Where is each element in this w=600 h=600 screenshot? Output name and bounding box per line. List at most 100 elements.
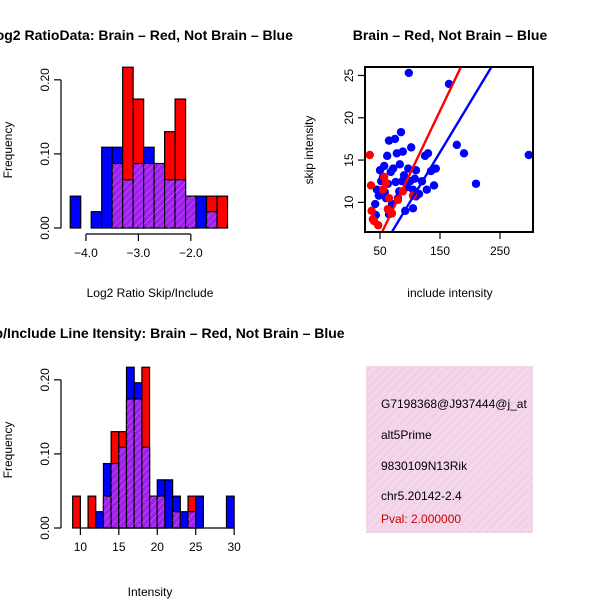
bar-not-brain-2 [90,211,103,229]
bar-overlap-hatch-5 [122,179,134,228]
x-tick-label-1: −3.0 [127,246,151,260]
y-tick-label-2: 0.20 [38,68,52,92]
intensity-histogram-axes: 10 15 20 25 30 0.00 0.10 0.20 [38,368,241,554]
intensity-histogram-bars [72,366,235,529]
info-gene-name: 9830109N13Rik [381,459,468,473]
info-probe-id: G7198368@J937444@j_at [381,397,527,411]
bar-overlap-hatch-7 [143,163,155,228]
scatter-ylabel: skip intensity [302,116,316,185]
info-panel-hatching [366,366,533,533]
point-brain-1 [366,181,376,190]
x-tick-label-2: −2.0 [179,246,203,260]
ratio-histogram-axes: −4.0 −3.0 −2.0 0.00 0.10 0.20 [38,68,203,260]
point-not-brain-49 [471,179,481,188]
bar-overlap-hatch-4 [103,496,112,528]
point-brain-5 [374,221,383,230]
point-not-brain-20 [391,177,400,187]
bar-not-brain-16 [195,495,204,529]
point-brain-0 [365,150,374,160]
point-brain-10 [384,193,394,203]
ratio-histogram-panel: Log2 RatioData: Brain – Red, Not Brain –… [0,27,293,300]
bar-not-brain-3 [95,511,105,529]
point-not-brain-25 [396,127,406,137]
ratio-histogram-xlabel: Log2 Ratio Skip/Include [87,286,214,300]
y-tick-label-2: 0.20 [38,368,52,392]
bar-overlap-hatch-15 [188,511,196,528]
y-tick-label-1: 0.10 [38,442,52,466]
bar-overlap-hatch-9 [164,179,176,228]
point-brain-8 [381,178,391,188]
point-not-brain-27 [398,147,407,156]
bar-not-brain-3 [101,146,113,229]
bar-overlap-hatch-7 [126,399,135,528]
scatter-xlabel: include intensity [407,286,492,300]
fit-line-brain [380,67,463,232]
bar-brain-14 [216,195,229,229]
bar-overlap-hatch-13 [172,511,181,528]
point-not-brain-43 [423,149,433,158]
scatter-x-tick-label-2: 250 [490,244,510,258]
scatter-x-tick-label-0: 50 [373,244,387,258]
point-not-brain-19 [390,134,400,144]
intensity-histogram-panel: Exon Skip/Include Line Itensity: Brain –… [0,325,345,599]
x-tick-label-2: 20 [151,540,165,554]
bar-overlap-hatch-8 [134,399,142,528]
bar-overlap-hatch-6 [133,163,144,228]
scatter-axes: 50 150 250 10 15 20 25 [342,68,510,258]
bar-overlap-hatch-6 [118,447,127,528]
intensity-histogram-ylabel: Frequency [1,422,15,479]
scatter-y-tick-label-3: 25 [342,68,356,82]
bar-not-brain-12 [164,479,174,529]
scatter-title: Brain – Red, Not Brain – Blue [353,27,548,43]
scatter-y-tick-label-1: 15 [342,153,356,167]
bar-overlap-hatch-10 [175,179,186,228]
bar-not-brain-12 [195,195,208,229]
x-tick-label-0: 10 [74,540,88,554]
point-not-brain-2 [371,199,380,209]
point-not-brain-35 [408,204,418,213]
intensity-histogram-xlabel: Intensity [128,585,173,599]
scatter-y-tick-label-0: 10 [342,195,356,209]
point-not-brain-36 [410,174,419,183]
x-tick-label-4: 30 [227,540,241,554]
point-not-brain-50 [524,150,533,160]
bar-not-brain-0 [69,195,82,229]
bar-not-brain-20 [225,495,235,529]
scatter-x-tick-label-1: 150 [430,244,450,258]
point-not-brain-48 [459,149,469,158]
bar-overlap-hatch-5 [111,463,119,528]
point-not-brain-33 [407,143,416,152]
scatter-plot-area [365,67,533,232]
scatter-y-tick-label-2: 20 [342,111,356,125]
point-not-brain-24 [395,160,404,169]
bar-overlap-hatch-4 [112,163,123,228]
x-tick-label-3: 25 [189,540,203,554]
fit-line-not-brain [390,67,493,232]
scatter-panel: Brain – Red, Not Brain – Blue 50 150 250 10… [302,27,547,300]
point-brain-2 [367,206,376,216]
intensity-histogram-title: Exon Skip/Include Line Itensity: Brain –… [0,325,345,341]
info-pval: Pval: 2.000000 [381,512,461,526]
point-not-brain-9 [380,161,389,171]
point-not-brain-45 [429,181,439,190]
point-not-brain-12 [383,151,392,161]
ratio-histogram-ylabel: Frequency [1,122,15,179]
point-brain-6 [378,185,388,194]
info-panel: G7198368@J937444@j_at alt5Prime 9830109N… [366,366,533,533]
point-not-brain-0 [404,68,413,78]
bar-not-brain-14 [179,511,189,529]
point-not-brain-46 [431,164,440,173]
y-tick-label-1: 0.10 [38,142,52,166]
bar-brain-2 [87,495,97,529]
x-tick-label-0: −4.0 [74,246,98,260]
bar-overlap-hatch-10 [149,496,158,528]
ratio-histogram-title: Log2 RatioData: Brain – Red, Not Brain –… [0,27,293,43]
bar-overlap-hatch-9 [141,447,150,528]
bar-overlap-hatch-11 [157,496,165,528]
scatter-frame [364,66,534,233]
bar-brain-0 [72,495,81,529]
point-not-brain-18 [389,164,398,173]
ratio-histogram-bars [69,66,229,229]
point-not-brain-28 [399,171,409,180]
